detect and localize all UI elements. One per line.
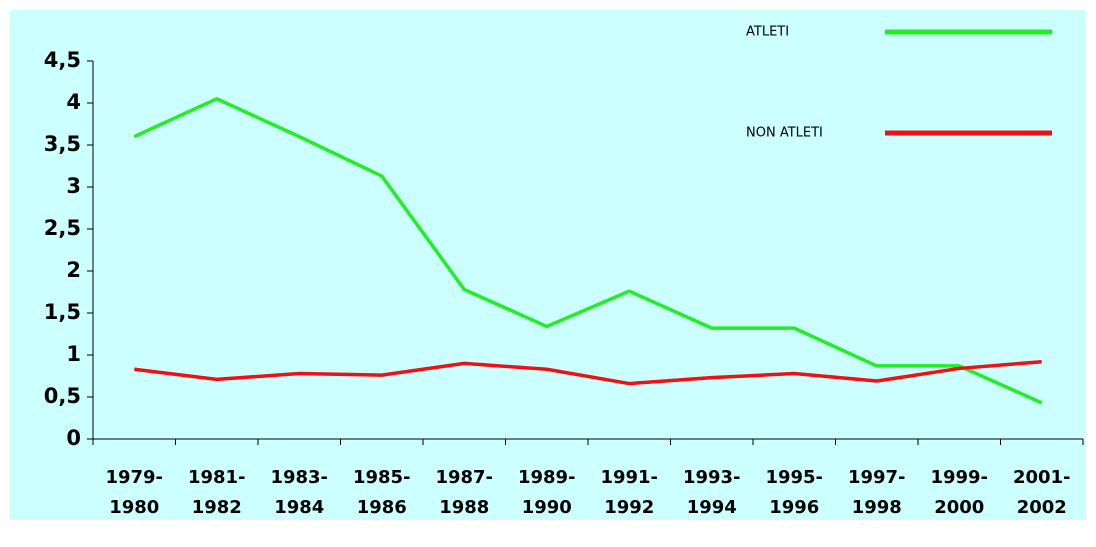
y-tick-label: 3,5	[44, 132, 81, 156]
legend-label: NON ATLETI	[746, 126, 823, 141]
series-line	[134, 359, 1042, 386]
x-tick-label: 1981-1982	[188, 467, 246, 518]
x-tick-label: 2001-2002	[1013, 467, 1071, 518]
y-tick-label: 4	[66, 90, 81, 114]
legend-label: ATLETI	[746, 25, 789, 40]
series-line	[133, 97, 1043, 405]
y-tick-label: 1,5	[44, 300, 81, 324]
x-tick-label: 1995-1996	[765, 467, 823, 518]
x-tick-label: 1985-1986	[353, 467, 411, 518]
x-tick-label: 1979-1980	[105, 467, 163, 518]
x-tick-label: 1991-1992	[600, 467, 658, 518]
x-tick-label: 1993-1994	[683, 467, 741, 518]
y-tick-label: 0,5	[44, 384, 81, 408]
y-tick-label: 0	[66, 426, 81, 450]
y-tick-label: 2	[66, 258, 81, 282]
x-tick-label: 1999-2000	[930, 467, 988, 518]
x-tick-label: 1987-1988	[435, 467, 493, 518]
y-tick-label: 1	[66, 342, 81, 366]
y-tick-label: 3	[66, 174, 81, 198]
y-tick-label: 4,5	[44, 48, 81, 72]
y-tick-label: 2,5	[44, 216, 81, 240]
x-tick-label: 1989-1990	[518, 467, 576, 518]
chart-background	[10, 10, 1086, 520]
x-tick-label: 1983-1984	[270, 467, 328, 518]
x-tick-label: 1997-1998	[848, 467, 906, 518]
